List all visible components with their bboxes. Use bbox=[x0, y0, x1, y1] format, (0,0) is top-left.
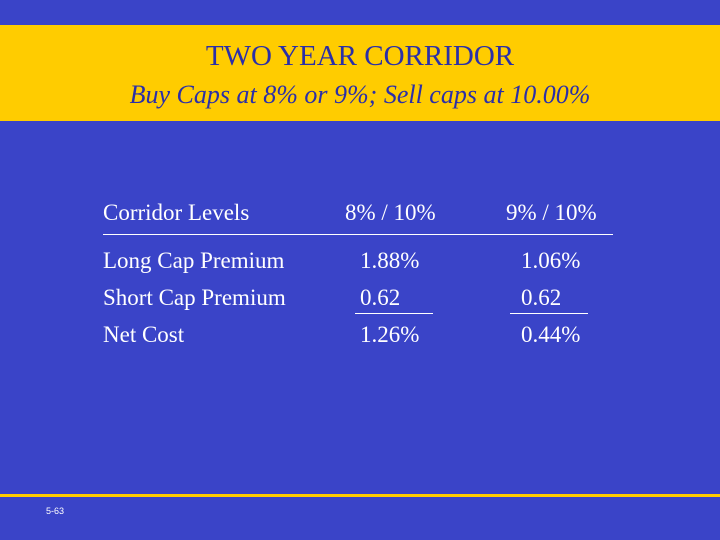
row-label-short-cap: Short Cap Premium bbox=[103, 285, 286, 310]
cell-short-cap-8-10: 0.62 bbox=[360, 285, 401, 310]
title-band bbox=[0, 25, 720, 121]
header-corridor-levels: Corridor Levels bbox=[103, 200, 250, 225]
cell-long-cap-8-10: 1.88% bbox=[360, 248, 420, 273]
cell-long-cap-9-10: 1.06% bbox=[521, 248, 581, 273]
header-col-9-10: 9% / 10% bbox=[506, 200, 597, 225]
slide-number: 5-63 bbox=[46, 506, 65, 516]
row-label-long-cap: Long Cap Premium bbox=[103, 248, 285, 273]
slide-title: TWO YEAR CORRIDOR bbox=[205, 40, 515, 72]
row-label-net-cost: Net Cost bbox=[103, 322, 185, 347]
footer-rule bbox=[0, 494, 720, 497]
header-underline bbox=[103, 234, 613, 235]
header-col-8-10: 8% / 10% bbox=[345, 200, 436, 225]
subtotal-underline-9-10 bbox=[510, 313, 588, 314]
cell-short-cap-9-10: 0.62 bbox=[521, 285, 562, 310]
cell-net-cost-9-10: 0.44% bbox=[521, 322, 581, 347]
slide-subtitle: Buy Caps at 8% or 9%; Sell caps at 10.00… bbox=[129, 80, 591, 109]
cell-net-cost-8-10: 1.26% bbox=[360, 322, 420, 347]
subtotal-underline-8-10 bbox=[355, 313, 433, 314]
